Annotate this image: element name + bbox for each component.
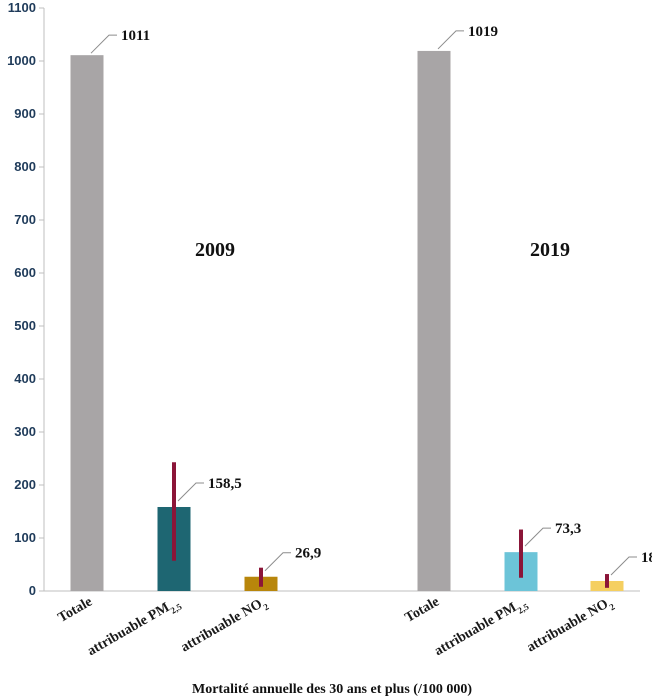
y-tick-label: 1000 [7,53,36,68]
group-label: 2019 [530,239,570,261]
category-label: attribuable NO2 [178,594,270,658]
bar [417,50,451,592]
y-tick-label: 500 [14,318,36,333]
leader-line [610,556,637,576]
data-label: 18,9 [641,550,652,566]
data-label: 73,3 [555,521,581,537]
y-axis: 0 100 200 300 400 500 600 700 800 900 1000 1100 [7,0,640,598]
data-labels: 2009 1011 Totale 158,5 attribuable PM2,5 26,9… [56,24,652,662]
group-label: 2009 [195,239,235,261]
leader-line [264,552,291,572]
y-tick-label: 300 [14,424,36,439]
data-label: 26,9 [295,546,321,562]
y-tick-label: 900 [14,106,36,121]
category-label: Totale [56,594,95,625]
leader-line [177,482,204,502]
leader-line [90,34,117,54]
leader-line [437,30,464,50]
data-label: 1011 [121,28,150,44]
y-tick-label: 700 [14,212,36,227]
y-tick-label: 0 [29,583,36,598]
y-tick-label: 800 [14,159,36,174]
y-tick-label: 100 [14,530,36,545]
data-label: 1019 [468,24,498,40]
data-label: 158,5 [208,476,242,492]
category-label: attribuable PM2,5 [85,594,184,662]
category-label: attribuable PM2,5 [432,594,531,662]
bar [70,55,104,592]
x-axis-title: Mortalité annuelle des 30 ans et plus (/… [192,682,472,697]
bars [70,50,624,592]
category-label: Totale [403,594,442,625]
category-label: attribuable NO2 [524,594,616,658]
leader-line [524,527,551,547]
y-tick-label: 1100 [8,0,36,15]
y-tick-label: 400 [14,371,36,386]
y-tick-label: 200 [14,477,36,492]
y-tick-label: 600 [14,265,36,280]
